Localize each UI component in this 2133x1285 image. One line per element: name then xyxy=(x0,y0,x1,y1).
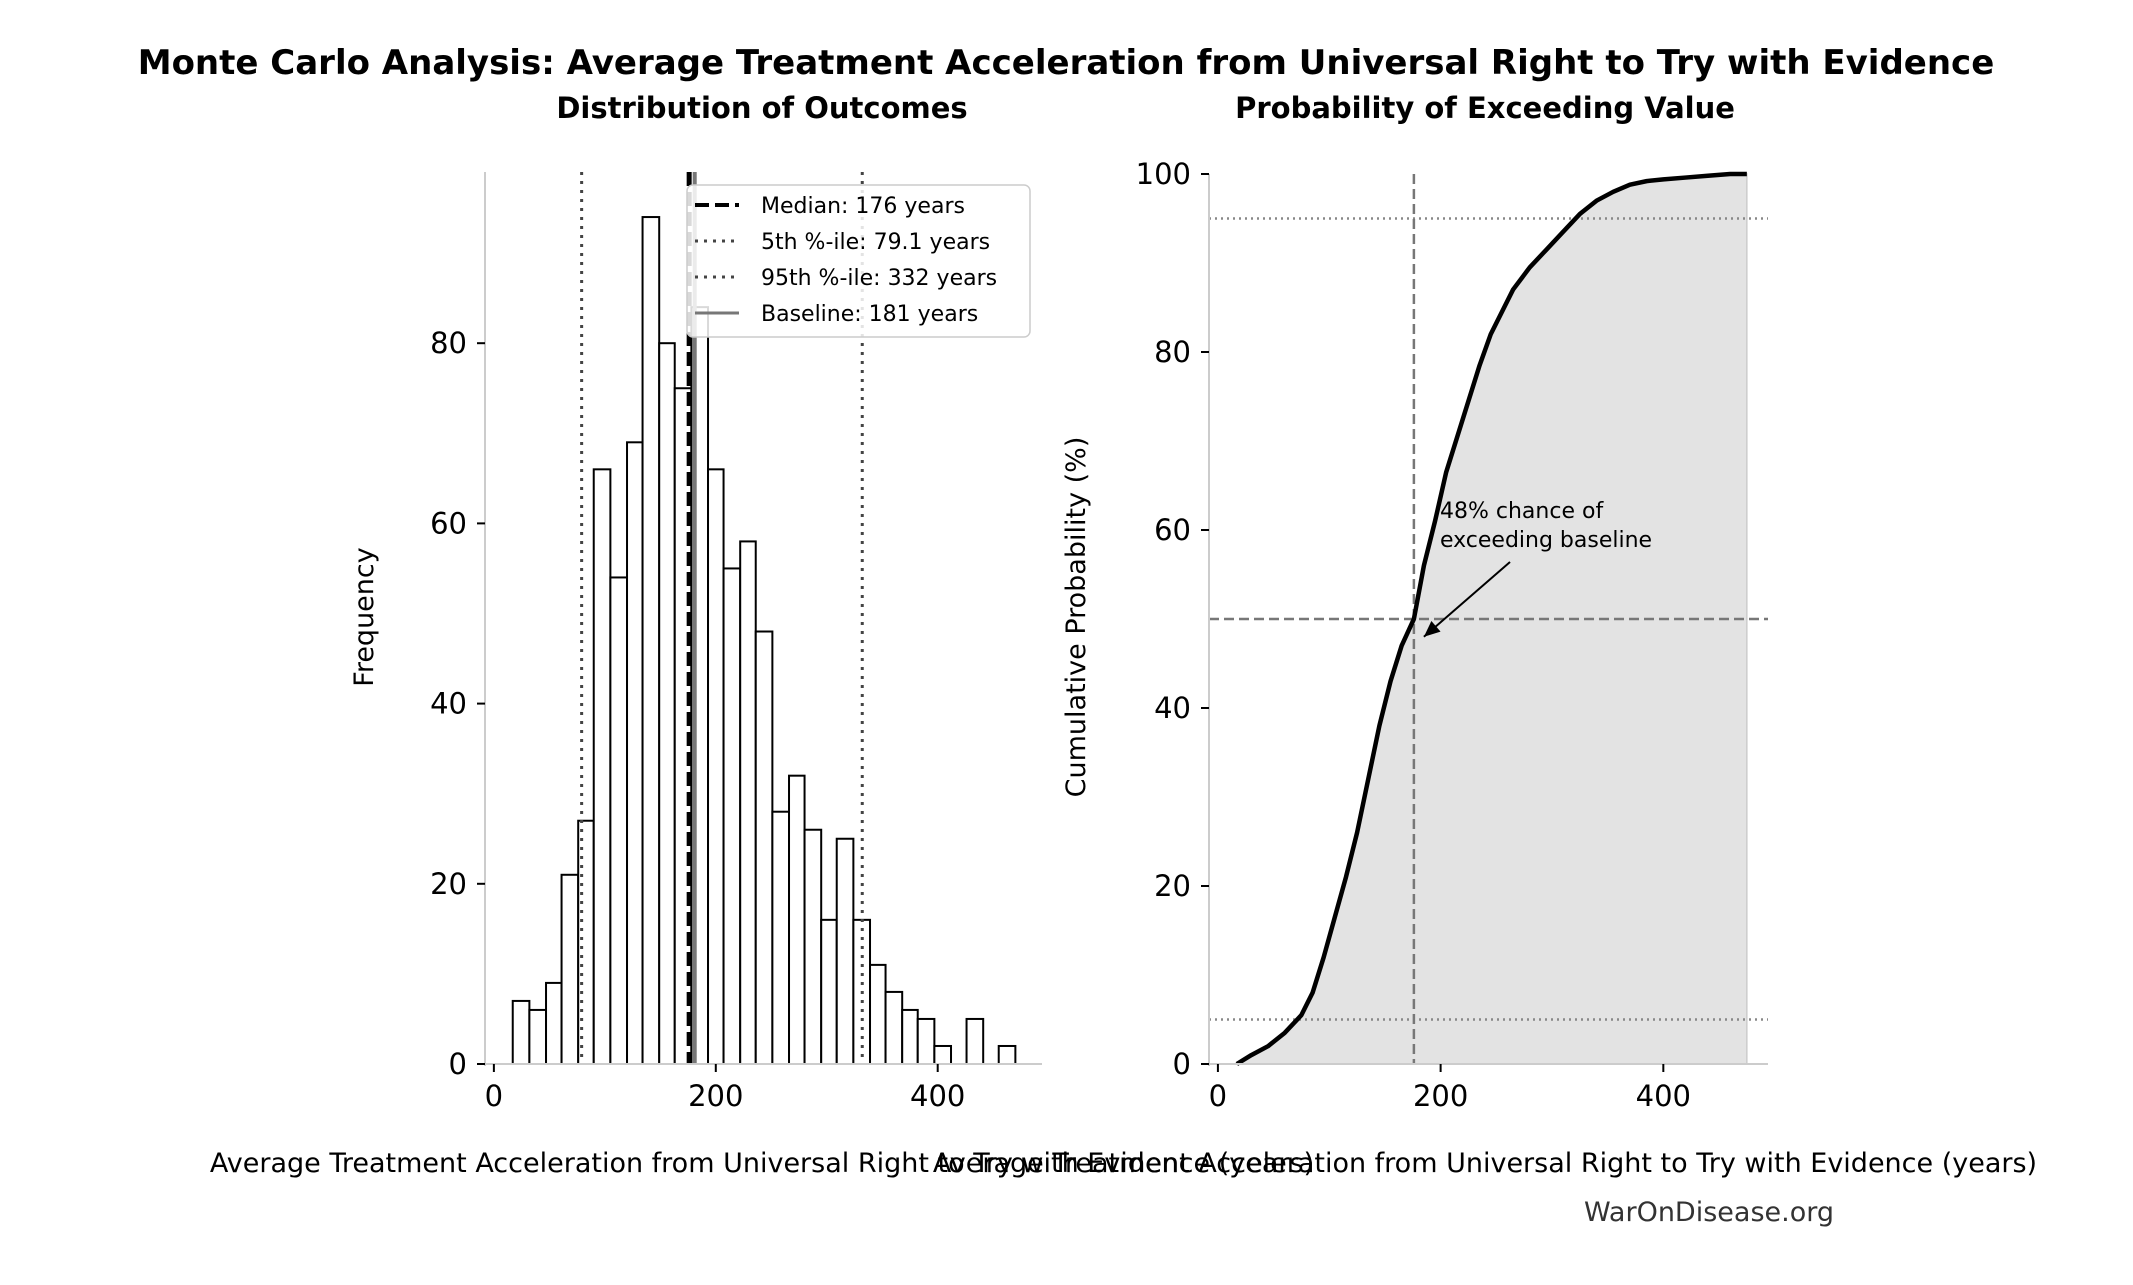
legend-label: 5th %-ile: 79.1 years xyxy=(761,230,990,255)
cdf-y-tick-label: 40 xyxy=(1154,691,1191,725)
cdf-x-tick-label: 200 xyxy=(1413,1079,1468,1113)
histogram-ylabel: Frequency xyxy=(349,547,380,687)
histogram-bar xyxy=(626,441,644,1065)
histogram-bar xyxy=(869,963,887,1066)
histogram-bar xyxy=(916,1017,936,1066)
cdf-ylabel: Cumulative Probability (%) xyxy=(1061,437,1092,798)
legend-box xyxy=(686,184,1031,338)
histogram-y-tick-label: 40 xyxy=(430,687,467,721)
histogram-bar xyxy=(901,1008,919,1065)
cdf-y-tick-label: 60 xyxy=(1154,513,1191,547)
histogram-x-tick-label: 400 xyxy=(910,1079,965,1113)
histogram-y-tick-label: 0 xyxy=(449,1047,467,1081)
legend-label: Median: 176 years xyxy=(761,194,965,219)
histogram-bar xyxy=(658,342,676,1066)
histogram-x-tick-label: 0 xyxy=(485,1079,503,1113)
histogram-bar xyxy=(997,1044,1017,1066)
cdf-xlabel: Average Treatment Acceleration from Univ… xyxy=(933,1148,2037,1179)
cdf-x-tick-label: 0 xyxy=(1209,1079,1227,1113)
histogram-x-tick-label: 200 xyxy=(688,1079,743,1113)
histogram-bar xyxy=(771,810,791,1065)
histogram-title: Distribution of Outcomes xyxy=(556,91,967,125)
histogram-y-tick-label: 60 xyxy=(430,506,467,540)
annotation-arrow-shaft xyxy=(1423,561,1511,638)
histogram-bar xyxy=(803,828,823,1065)
cdf-y-tick-label: 0 xyxy=(1173,1047,1191,1081)
histogram-bar xyxy=(609,576,629,1065)
footer-credit: WarOnDisease.org xyxy=(1584,1197,1834,1228)
histogram-panel: 0 200 400 0 20 40 60 80 Median: 176 years 5th %-i… xyxy=(430,172,1042,1113)
cdf-curve xyxy=(1235,171,1747,1066)
cdf-title: Probability of Exceeding Value xyxy=(1235,91,1735,125)
histogram-legend: Median: 176 years 5th %-ile: 79.1 years 95… xyxy=(686,184,1031,338)
cdf-y-tick-label: 80 xyxy=(1154,335,1191,369)
cdf-x-tick-label: 400 xyxy=(1636,1079,1691,1113)
histogram-bar xyxy=(560,873,580,1066)
histogram-bar xyxy=(754,630,774,1065)
histogram-bar xyxy=(835,837,855,1066)
histogram-bar xyxy=(788,774,806,1065)
histogram-xlabel: Average Treatment Acceleration from Univ… xyxy=(210,1148,1314,1179)
cdf-filled-area xyxy=(1234,173,1748,1065)
histogram-bar xyxy=(592,468,612,1066)
histogram-y-tick-label: 80 xyxy=(430,326,467,360)
figure-title: Monte Carlo Analysis: Average Treatment … xyxy=(138,43,1995,83)
histogram-bar xyxy=(641,216,661,1066)
cdf-y-tick-label: 20 xyxy=(1154,869,1191,903)
histogram-bar xyxy=(511,999,531,1066)
histogram-y-tick-label: 20 xyxy=(430,867,467,901)
histogram-bar xyxy=(820,918,838,1065)
histogram-bar xyxy=(722,567,742,1065)
cdf-panel: 0 200 400 0 20 40 60 80 100 48% chance of exceedin… xyxy=(1136,157,1768,1113)
legend-label: Baseline: 181 years xyxy=(761,302,978,327)
histogram-bar xyxy=(739,540,757,1065)
cdf-y-tick-label: 100 xyxy=(1136,157,1191,191)
annotation-text: exceeding baseline xyxy=(1440,528,1652,553)
histogram-bar xyxy=(933,1044,953,1066)
histogram-bar xyxy=(545,981,563,1066)
histogram-bar xyxy=(884,990,904,1065)
legend-label: 95th %-ile: 332 years xyxy=(761,266,997,291)
histogram-bar xyxy=(965,1017,985,1066)
annotation-arrow-head xyxy=(1423,621,1441,637)
annotation-text: 48% chance of xyxy=(1440,499,1604,524)
histogram-bar xyxy=(528,1008,548,1065)
histogram-bar xyxy=(707,468,725,1066)
